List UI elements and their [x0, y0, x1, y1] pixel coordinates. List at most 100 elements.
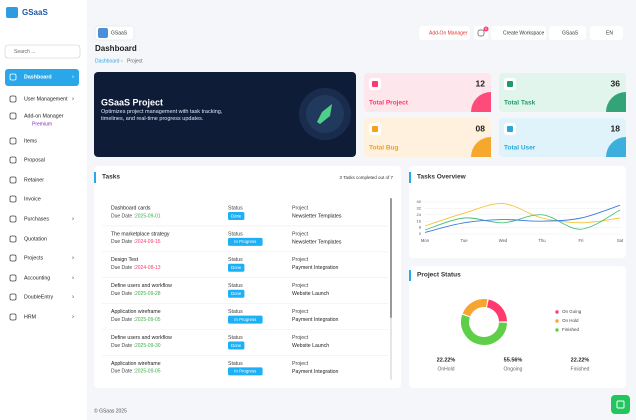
stat-decor — [606, 137, 626, 157]
status-badge — [228, 315, 263, 324]
menu-icon — [9, 73, 17, 81]
tasks-summary: 3 Tasks completed out of 7 — [340, 175, 394, 180]
legend-dot — [555, 328, 559, 332]
stat-decor — [606, 92, 626, 112]
menu-icon — [9, 254, 17, 262]
y-tick-label: 16 — [417, 218, 422, 223]
status-text: In Progress — [234, 369, 256, 374]
status-label: Status — [228, 335, 243, 341]
task-name[interactable]: Dashboard cards — [111, 205, 151, 211]
status-badge — [228, 212, 245, 220]
menu-item[interactable]: Projects — [24, 255, 43, 261]
menu-arrow: › — [72, 295, 74, 301]
hero-description: Optimizes project management with task t… — [101, 109, 223, 122]
logo: GSaaS — [22, 8, 48, 17]
create-workspace-button[interactable] — [491, 26, 546, 40]
status-label: Status — [228, 231, 243, 237]
language-menu[interactable] — [590, 26, 623, 40]
premium-tag: Premium — [32, 121, 52, 127]
task-name[interactable]: Application wireframe — [111, 361, 161, 367]
donut-slice — [462, 299, 488, 317]
task-name[interactable]: Design Test — [111, 257, 139, 263]
stat-value: 08 — [476, 123, 486, 133]
donut-slice — [461, 314, 507, 345]
due-label: Due Date : — [111, 239, 135, 245]
addon-button[interactable] — [419, 26, 470, 40]
menu-item[interactable]: Quotation — [24, 236, 47, 242]
menu-item[interactable]: DoubleEntry — [24, 294, 53, 300]
status-text: Done — [231, 265, 242, 270]
due-date: 2025-09-01 — [135, 213, 161, 219]
stat-card — [499, 73, 626, 112]
task-name[interactable]: The marketplace strategy — [111, 231, 170, 237]
hero-rocket — [317, 104, 332, 124]
card-accent — [94, 172, 96, 183]
notification-count: 0 — [485, 27, 487, 31]
menu-item[interactable]: Accounting — [24, 275, 50, 281]
menu-icon — [9, 137, 17, 145]
chat-button[interactable] — [611, 395, 630, 414]
project-name: Payment Integration — [292, 265, 339, 271]
due-label: Due Date : — [111, 291, 135, 297]
menu-icon — [9, 215, 17, 223]
menu-arrow: › — [72, 217, 74, 223]
y-tick-label: 8 — [419, 225, 422, 230]
status-label: Status — [228, 361, 243, 367]
menu-item[interactable]: Invoice — [24, 196, 41, 202]
x-tick-label: Thu — [538, 238, 546, 243]
project-name: Website Launch — [292, 291, 329, 297]
x-tick-label: Mon — [421, 238, 430, 243]
project-name: Payment Integration — [292, 317, 339, 323]
due-date: 2024-08-13 — [135, 265, 161, 271]
bell-icon — [477, 29, 485, 37]
menu-item[interactable]: Dashboard — [24, 74, 52, 80]
chart-title: Tasks Overview — [417, 174, 467, 181]
menu-icon — [9, 95, 17, 103]
stat-icon — [507, 126, 513, 132]
menu-item[interactable]: Retainer — [24, 177, 44, 183]
due-label: Due Date : — [111, 317, 135, 323]
workspace-icon — [98, 28, 108, 38]
due-date: 2025-09-30 — [135, 343, 161, 349]
y-tick-label: 40 — [417, 199, 422, 204]
stat-card — [364, 118, 491, 157]
hero-description-box: Optimizes project management with task t… — [101, 109, 223, 122]
stat-card — [499, 118, 626, 157]
logo-icon — [6, 7, 18, 18]
notification-badge — [483, 26, 489, 32]
due-label: Due Date : — [111, 265, 135, 271]
breadcrumb-link[interactable]: Dashboard — [95, 58, 120, 64]
task-name[interactable]: Define users and workflow — [111, 283, 172, 289]
menu-item[interactable]: Proposal — [24, 157, 45, 163]
stat-icon — [372, 126, 378, 132]
donut-slice — [486, 299, 507, 322]
breadcrumb-current: Project — [127, 58, 143, 64]
chart-title: Project Status — [417, 272, 461, 279]
user-menu[interactable] — [549, 26, 586, 40]
line-series — [424, 203, 621, 227]
legend-label: On Hold — [562, 318, 579, 323]
task-name[interactable]: Application wireframe — [111, 309, 161, 315]
status-text: In Progress — [234, 239, 256, 244]
legend-label: On Going — [562, 309, 582, 314]
status-label: Status — [228, 283, 243, 289]
stat-card — [364, 73, 491, 112]
menu-item[interactable]: Purchases — [24, 216, 49, 222]
status-text: Done — [231, 343, 242, 348]
project-label: Project — [292, 205, 309, 211]
summary-label: Ongoing — [504, 366, 523, 372]
menu-item[interactable]: User Management — [24, 96, 68, 102]
stat-value: 12 — [476, 78, 486, 88]
due-date: 2025-09-05 — [135, 317, 161, 323]
y-tick-label: 0 — [419, 231, 422, 236]
menu-item[interactable]: Items — [24, 138, 37, 144]
search-box[interactable] — [4, 44, 81, 59]
menu-icon — [9, 112, 17, 120]
scrollbar-thumb[interactable] — [390, 198, 392, 318]
menu-item[interactable]: Add-on Manager — [24, 113, 64, 119]
menu-item[interactable]: HRM — [24, 314, 36, 320]
stat-label: Total Task — [504, 100, 536, 107]
task-name[interactable]: Define users and workflow — [111, 335, 172, 341]
